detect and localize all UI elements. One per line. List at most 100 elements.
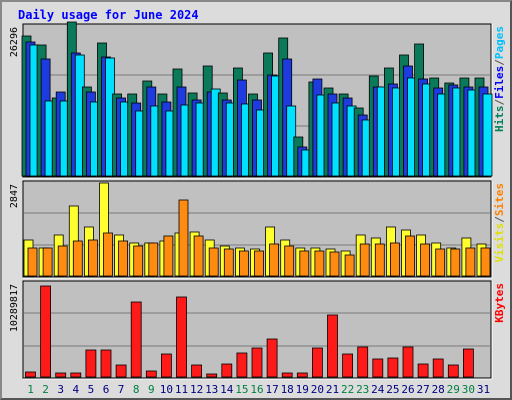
bar-sites-day-4 [72,240,83,277]
x-tick-label-day-9: 9 [148,383,155,396]
x-tick-label-day-15: 15 [235,383,248,396]
bar-sites-day-10 [163,235,174,277]
bar-sites-day-23 [359,243,370,277]
x-tick-label-day-17: 17 [265,383,278,396]
legend-item-pages: Pages [493,26,506,59]
bar-sites-day-7 [118,240,128,277]
bar-sites-day-25 [389,242,400,277]
bar-sites-day-30 [465,247,476,277]
x-tick-label-day-19: 19 [296,383,309,396]
x-tick-label-day-27: 27 [416,383,429,396]
x-tick-label-day-3: 3 [57,383,64,396]
bar-kbytes-day-2 [40,285,51,378]
x-tick-label-day-12: 12 [190,383,203,396]
bar-sites-day-9 [148,242,159,277]
bar-kbytes-day-24 [372,358,384,378]
bar-kbytes-day-4 [70,372,82,378]
legend-separator: / [493,99,506,106]
bar-sites-day-31 [480,247,491,277]
x-tick-label-day-14: 14 [220,383,234,396]
panel-middle-max-label: 2847 [9,184,20,208]
bar-kbytes-day-3 [55,372,67,378]
bar-sites-day-12 [193,235,204,277]
panel-middle-legend: Visits/Sites [493,183,506,263]
x-tick-label-day-13: 13 [205,383,218,396]
x-tick-label-day-28: 28 [432,383,445,396]
panel-bottom-max-label: 10289817 [9,284,20,332]
bar-kbytes-day-19 [296,372,308,378]
x-tick-label-day-31: 31 [477,383,490,396]
bar-kbytes-day-16 [251,347,263,378]
bar-kbytes-day-30 [462,348,474,378]
panel-top-max-label: 26296 [9,27,20,57]
bar-kbytes-day-7 [115,364,127,378]
bar-sites-day-3 [57,245,68,277]
legend-separator: / [493,59,506,66]
bar-sites-day-15 [238,250,249,277]
bar-kbytes-day-15 [236,352,248,378]
x-tick-label-day-1: 1 [27,383,34,396]
bar-kbytes-day-14 [221,363,233,378]
bar-sites-day-11 [178,199,189,277]
bar-kbytes-day-11 [176,296,187,378]
bar-sites-day-13 [208,247,219,277]
bar-sites-day-14 [223,248,234,277]
bar-kbytes-day-26 [402,346,414,378]
bar-kbytes-day-18 [281,372,293,378]
x-tick-label-day-5: 5 [88,383,95,396]
x-tick-label-day-18: 18 [281,383,294,396]
bar-sites-day-28 [435,248,446,277]
legend-item-visits: Visits [493,223,506,263]
x-tick-label-day-30: 30 [462,383,475,396]
bar-kbytes-day-23 [357,346,369,378]
legend-item-files: Files [493,66,506,99]
bar-kbytes-day-25 [387,357,399,378]
legend-item-: / [493,216,506,223]
x-tick-label-day-26: 26 [401,383,414,396]
x-tick-label-day-4: 4 [72,383,79,396]
bar-kbytes-day-13 [206,373,218,378]
bar-kbytes-day-17 [266,338,278,378]
bar-kbytes-day-8 [130,301,142,378]
bar-sites-day-8 [133,245,144,277]
bar-kbytes-day-21 [327,314,338,378]
bar-sites-day-21 [329,251,340,277]
bar-sites-day-22 [344,254,355,277]
x-tick-label-day-24: 24 [371,383,385,396]
bar-sites-day-27 [420,243,431,277]
legend-item-sites: Sites [493,183,506,216]
x-tick-label-day-20: 20 [311,383,324,396]
x-tick-label-day-21: 21 [326,383,339,396]
x-tick-label-day-7: 7 [118,383,125,396]
bar-sites-day-2 [42,247,53,277]
bar-sites-day-6 [103,232,113,277]
bar-sites-day-26 [405,235,415,277]
bar-kbytes-day-1 [25,371,36,378]
bar-kbytes-day-10 [160,353,172,378]
bar-sites-day-24 [374,243,385,277]
bar-sites-day-29 [450,248,461,277]
panel-top-legend: Hits/Files/Pages [493,26,506,132]
bar-sites-day-18 [284,245,295,277]
bar-kbytes-day-5 [85,349,97,378]
legend-item-hits: Hits [493,106,506,133]
chart-title: Daily usage for June 2024 [18,8,199,22]
x-tick-label-day-6: 6 [103,383,110,396]
bar-sites-day-1 [27,247,38,277]
bar-kbytes-day-6 [100,349,112,378]
x-tick-label-day-8: 8 [133,383,140,396]
bar-kbytes-day-20 [311,347,323,378]
x-tick-label-day-16: 16 [250,383,263,396]
bar-kbytes-day-22 [342,353,354,378]
x-tick-label-day-10: 10 [160,383,173,396]
bar-sites-day-5 [88,239,98,277]
bar-kbytes-day-27 [417,363,429,378]
x-tick-label-day-23: 23 [356,383,369,396]
bar-kbytes-day-12 [191,364,203,378]
bar-sites-day-19 [299,250,310,277]
x-tick-label-day-22: 22 [341,383,354,396]
bar-pages-day-31 [482,93,493,177]
bar-sites-day-20 [314,250,325,277]
x-tick-label-day-2: 2 [42,383,49,396]
